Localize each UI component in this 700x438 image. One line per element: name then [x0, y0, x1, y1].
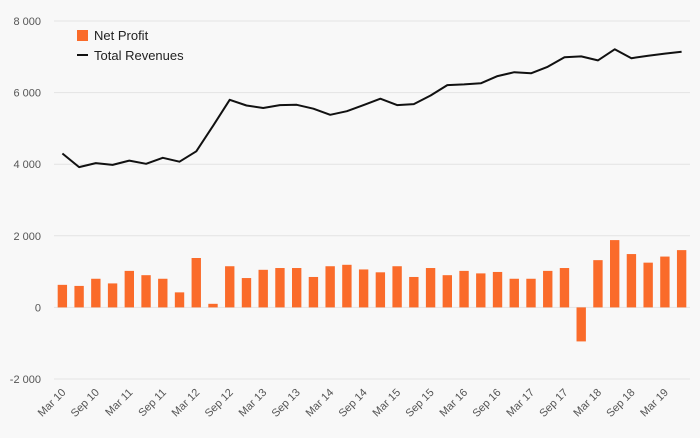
bar	[392, 266, 402, 308]
x-tick-label: Mar 10	[36, 387, 69, 420]
bar	[91, 278, 101, 308]
x-tick-label: Sep 18	[604, 387, 637, 420]
bar	[191, 257, 201, 308]
bar	[225, 266, 235, 308]
bar	[141, 275, 151, 308]
x-tick-label: Sep 12	[203, 387, 236, 420]
bar	[74, 285, 84, 308]
bar	[609, 240, 620, 308]
bar	[593, 260, 603, 308]
y-tick-label: 6 000	[13, 88, 41, 100]
bar	[660, 256, 670, 308]
bar	[492, 271, 503, 308]
bar	[241, 278, 252, 308]
bar	[174, 292, 185, 308]
x-tick-label: Mar 15	[371, 387, 404, 420]
bar	[559, 268, 570, 308]
x-tick-label: Sep 16	[471, 387, 504, 420]
y-tick-label: 8 000	[13, 16, 41, 28]
bar	[158, 278, 168, 308]
bar	[208, 303, 218, 308]
bar	[291, 268, 302, 308]
bar	[124, 270, 135, 308]
x-tick-label: Sep 10	[69, 387, 102, 420]
bar	[409, 276, 419, 308]
bar	[626, 254, 637, 308]
bar	[576, 307, 586, 342]
legend-label-total-revenues: Total Revenues	[94, 48, 184, 63]
bar	[509, 278, 519, 308]
y-tick-label: 4 000	[13, 159, 41, 171]
bar	[107, 283, 118, 308]
bar	[308, 276, 319, 308]
x-tick-label: Sep 13	[270, 387, 303, 420]
y-tick-label: 2 000	[13, 231, 41, 243]
bar	[459, 270, 469, 308]
bar	[57, 284, 68, 308]
x-tick-label: Mar 19	[638, 387, 671, 420]
x-axis-ticks: Mar 10 Sep 10 Mar 11 Sep 11 Mar 12 Sep 12 Mar …	[36, 387, 671, 420]
bar	[476, 273, 486, 308]
x-tick-label: Mar 16	[437, 387, 470, 420]
x-tick-label: Sep 14	[337, 387, 370, 420]
bar	[358, 269, 369, 308]
bar	[526, 278, 536, 308]
x-tick-label: Mar 18	[571, 387, 604, 420]
y-axis-ticks: 8 000 6 000 4 000 2 000 0 -2 000	[10, 16, 41, 386]
bar	[275, 268, 285, 308]
x-tick-label: Mar 12	[170, 387, 203, 420]
bar	[543, 270, 553, 308]
x-tick-label: Mar 11	[103, 387, 135, 419]
total-revenues-line	[61, 48, 682, 169]
y-tick-label: -2 000	[10, 374, 41, 386]
total-revenues-line-group	[61, 48, 682, 169]
legend: Net Profit Total Revenues	[77, 28, 184, 63]
x-tick-label: Mar 14	[304, 387, 337, 420]
x-tick-label: Sep 11	[136, 387, 169, 420]
bar	[676, 250, 687, 308]
bar	[375, 272, 386, 308]
y-tick-label: 0	[35, 302, 41, 314]
bar	[342, 264, 352, 308]
bar	[442, 275, 453, 308]
net-profit-bars	[57, 240, 687, 342]
legend-label-net-profit: Net Profit	[94, 28, 149, 43]
bar	[325, 266, 335, 308]
x-tick-label: Sep 15	[404, 387, 437, 420]
bar	[258, 269, 268, 308]
x-tick-label: Mar 13	[237, 387, 270, 420]
legend-swatch-net-profit	[77, 30, 88, 41]
bar	[425, 268, 436, 308]
grid-lines	[54, 20, 690, 380]
x-tick-label: Mar 17	[504, 387, 537, 420]
x-tick-label: Sep 17	[537, 387, 570, 420]
bar	[643, 262, 653, 308]
